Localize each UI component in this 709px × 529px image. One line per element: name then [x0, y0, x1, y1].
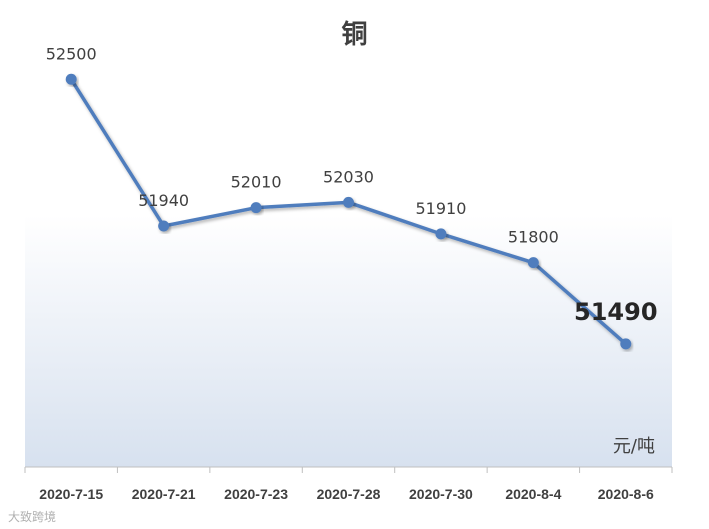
data-label: 51800 [508, 228, 559, 247]
data-point [250, 202, 262, 214]
unit-label: 元/吨 [612, 436, 655, 457]
x-tick-label: 2020-7-15 [39, 486, 103, 502]
watermark: 大致跨境 [8, 510, 57, 524]
data-point [620, 338, 632, 350]
chart-title: 铜 [341, 20, 368, 50]
data-point [343, 196, 354, 208]
x-tick-label: 2020-8-4 [505, 486, 561, 502]
x-tick-label: 2020-7-30 [409, 486, 473, 502]
x-tick-label: 2020-8-6 [598, 486, 654, 502]
data-point [158, 220, 170, 232]
data-point [65, 73, 77, 85]
plot-background [25, 215, 672, 467]
data-point [527, 257, 539, 269]
data-label: 52030 [323, 167, 374, 186]
data-point [435, 228, 447, 240]
data-label: 51490 [574, 298, 658, 326]
data-label: 52010 [231, 173, 282, 192]
data-label: 51940 [138, 191, 189, 210]
x-tick-label: 2020-7-21 [132, 486, 196, 502]
data-label: 51910 [415, 199, 466, 218]
x-tick-label: 2020-7-28 [317, 486, 381, 502]
x-tick-label: 2020-7-23 [224, 486, 288, 502]
data-label: 52500 [46, 44, 97, 63]
